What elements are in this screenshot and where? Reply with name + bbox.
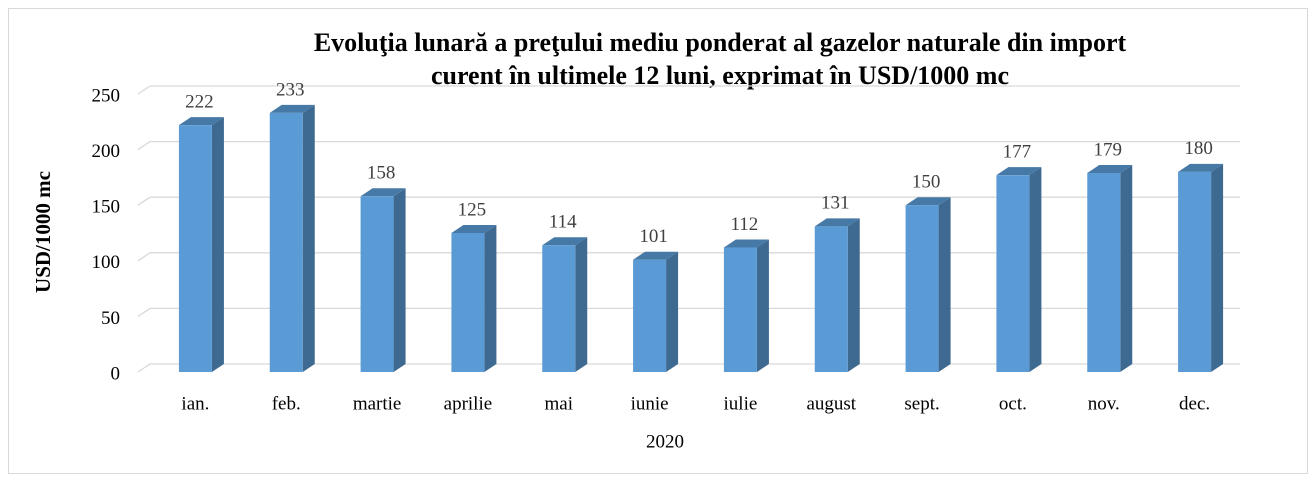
bar-side — [666, 251, 679, 372]
data-label: 158 — [367, 163, 396, 184]
bar-top — [1087, 164, 1133, 173]
bar — [1087, 172, 1121, 372]
data-label: 114 — [549, 212, 577, 233]
grid-line — [137, 196, 1240, 206]
bar-top — [633, 251, 679, 260]
bar-side — [847, 218, 860, 372]
bar-side — [211, 117, 224, 372]
x-tick-label: feb. — [272, 393, 301, 414]
bar-top — [723, 239, 769, 248]
bar-side — [1029, 167, 1042, 372]
x-tick-label: martie — [353, 393, 402, 414]
data-label: 112 — [731, 214, 759, 235]
x-tick-label: sept. — [904, 393, 939, 414]
x-tick-label: nov. — [1088, 393, 1120, 414]
data-label: 150 — [912, 172, 941, 193]
data-label: 177 — [1003, 142, 1032, 163]
x-tick-label: oct. — [999, 393, 1027, 414]
bar-top — [996, 167, 1042, 176]
x-axis-label: 2020 — [646, 431, 684, 452]
bar-top — [269, 104, 315, 113]
bar — [1178, 171, 1212, 372]
bar-side — [756, 239, 769, 372]
bar-top — [542, 237, 588, 246]
bar-side — [302, 104, 315, 373]
bar-side — [1120, 164, 1133, 372]
x-tick-label: aprilie — [444, 393, 493, 414]
y-tick-label: 200 — [92, 141, 121, 162]
bar — [360, 196, 394, 372]
bar-side — [938, 197, 951, 372]
bar-side — [484, 225, 497, 372]
data-label: 101 — [639, 226, 668, 247]
y-tick-label: 250 — [92, 85, 121, 106]
bar-side — [575, 237, 588, 372]
bar — [814, 226, 848, 372]
bar-top — [814, 218, 860, 227]
bar-top — [178, 117, 224, 126]
bar-side — [393, 188, 406, 372]
data-label: 222 — [185, 91, 214, 112]
y-tick-label: 150 — [92, 197, 121, 218]
grid-line — [137, 252, 1240, 262]
x-tick-label: iunie — [631, 393, 669, 414]
data-label: 233 — [276, 79, 305, 100]
bar-top — [360, 188, 406, 197]
x-tick-label: mai — [545, 393, 574, 414]
bar — [905, 205, 939, 372]
chart-title: curent în ultimele 12 luni, exprimat în … — [431, 61, 1009, 90]
data-label: 131 — [821, 193, 850, 214]
x-tick-label: iulie — [724, 393, 758, 414]
chart-title: Evoluţia lunară a preţului mediu pondera… — [314, 28, 1127, 57]
grid-line — [137, 363, 1240, 373]
bar — [996, 175, 1030, 372]
data-label: 179 — [1094, 139, 1123, 160]
grid-line — [137, 140, 1240, 151]
data-label: 125 — [458, 199, 487, 220]
bar — [269, 112, 303, 373]
grid-line — [137, 85, 1240, 95]
bar-side — [1211, 163, 1224, 372]
bar — [178, 125, 212, 372]
bar-top — [451, 225, 497, 233]
data-label: 180 — [1184, 138, 1213, 159]
bar — [451, 233, 485, 372]
grid-line — [137, 307, 1240, 317]
x-tick-label: dec. — [1179, 393, 1210, 414]
y-axis-label: USD/1000 mc — [31, 171, 55, 293]
bar — [542, 245, 576, 372]
x-tick-label: ian. — [181, 393, 209, 414]
y-tick-label: 100 — [92, 252, 121, 273]
bar-top — [905, 197, 951, 206]
y-tick-label: 50 — [101, 308, 120, 329]
y-tick-label: 0 — [111, 363, 121, 384]
bar — [633, 259, 667, 372]
bar — [723, 247, 757, 372]
bar-top — [1178, 163, 1224, 172]
x-tick-label: august — [806, 393, 856, 414]
